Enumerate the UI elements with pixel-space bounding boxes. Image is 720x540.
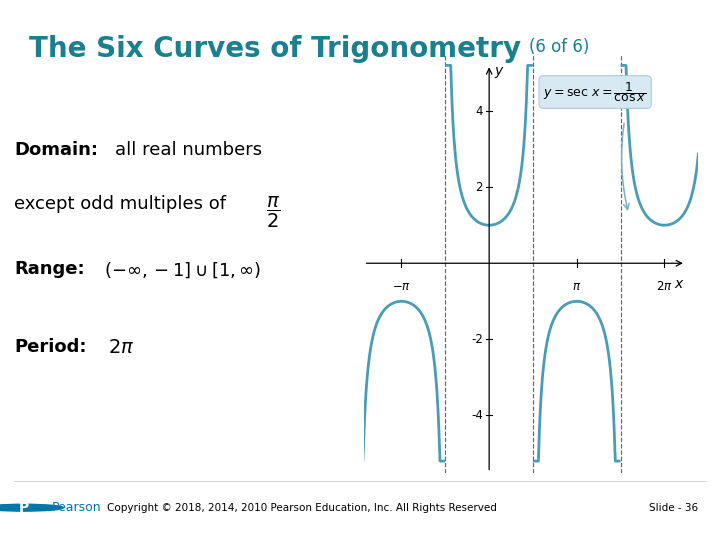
Text: 4: 4 bbox=[475, 105, 483, 118]
Text: Copyright © 2018, 2014, 2010 Pearson Education, Inc. All Rights Reserved: Copyright © 2018, 2014, 2010 Pearson Edu… bbox=[107, 503, 498, 512]
Text: Pearson: Pearson bbox=[52, 501, 102, 514]
Text: $\dfrac{\pi}{2}$: $\dfrac{\pi}{2}$ bbox=[266, 195, 281, 230]
Text: Period:: Period: bbox=[14, 339, 87, 356]
Text: Range:: Range: bbox=[14, 260, 85, 279]
Text: -2: -2 bbox=[471, 333, 483, 346]
Text: $y$: $y$ bbox=[494, 65, 505, 80]
Text: $x$: $x$ bbox=[674, 276, 685, 291]
Text: $\pi$: $\pi$ bbox=[572, 280, 582, 293]
Text: 2: 2 bbox=[475, 181, 483, 194]
Text: all real numbers: all real numbers bbox=[115, 141, 262, 159]
Text: P: P bbox=[19, 501, 29, 515]
Text: -4: -4 bbox=[471, 409, 483, 422]
Text: (6 of 6): (6 of 6) bbox=[529, 38, 590, 56]
Circle shape bbox=[0, 504, 63, 511]
Text: The Six Curves of Trigonometry: The Six Curves of Trigonometry bbox=[29, 35, 521, 63]
Text: $(-\infty,-1]\cup[1,\infty)$: $(-\infty,-1]\cup[1,\infty)$ bbox=[104, 260, 261, 280]
Text: Domain:: Domain: bbox=[14, 141, 99, 159]
Text: $2\pi$: $2\pi$ bbox=[656, 280, 672, 293]
Text: $-\pi$: $-\pi$ bbox=[392, 280, 411, 293]
Text: Slide - 36: Slide - 36 bbox=[649, 503, 698, 512]
Text: except odd multiples of: except odd multiples of bbox=[14, 195, 226, 213]
Text: $y = \sec\,x = \dfrac{1}{\cos x}$: $y = \sec\,x = \dfrac{1}{\cos x}$ bbox=[544, 80, 647, 104]
Text: $2\pi$: $2\pi$ bbox=[108, 339, 135, 357]
